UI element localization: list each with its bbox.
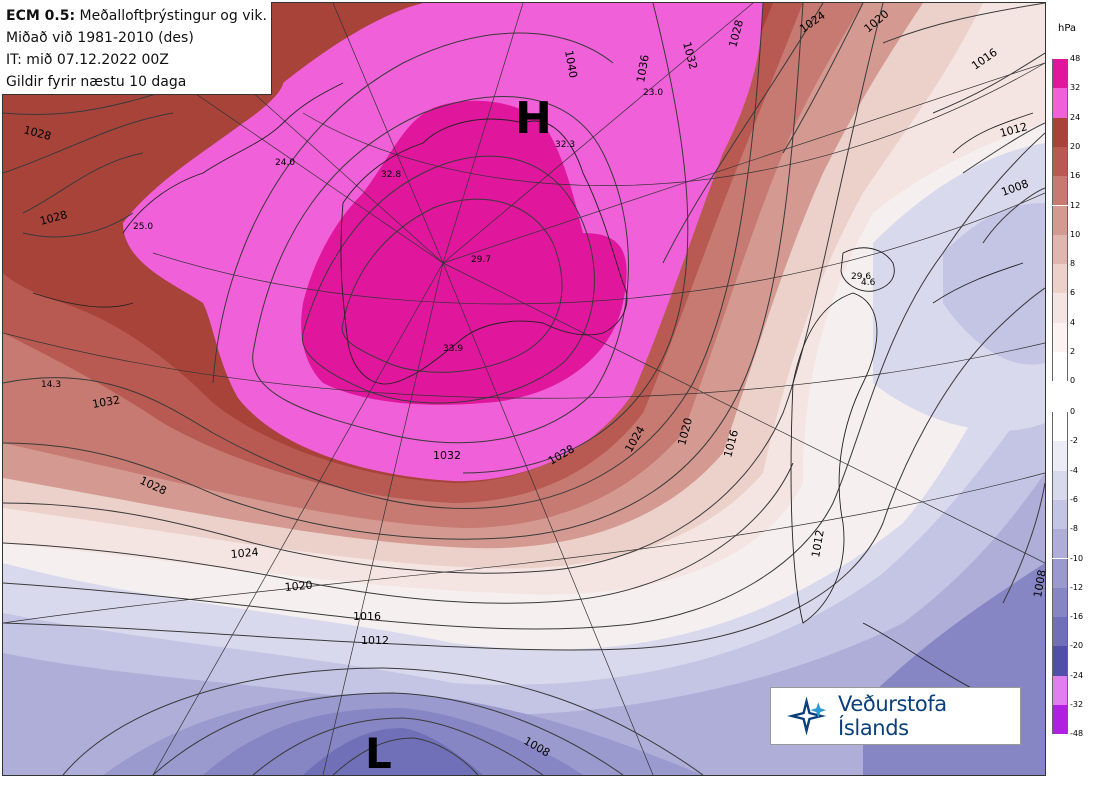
map-title: ECM 0.5: Meðalloftþrýstingur og vik. bbox=[6, 5, 271, 27]
value-label: 24.0 bbox=[275, 158, 295, 168]
scale-tick-label: -20 bbox=[1070, 641, 1084, 651]
scale-swatch bbox=[1052, 705, 1068, 735]
scale-tick-label: 24 bbox=[1070, 112, 1081, 122]
isobar-label: 1012 bbox=[809, 529, 827, 559]
scale-tick-label: 4 bbox=[1070, 317, 1076, 327]
scale-swatch bbox=[1052, 587, 1068, 618]
scale-swatch bbox=[1052, 499, 1068, 530]
scale-tick-label: 8 bbox=[1070, 259, 1076, 269]
value-label: 32.3 bbox=[555, 140, 575, 150]
logo-text: Veðurstofa Íslands bbox=[838, 692, 947, 740]
scale-tick-label: 10 bbox=[1070, 229, 1081, 239]
scale-swatch bbox=[1052, 293, 1068, 323]
scale-swatch bbox=[1052, 470, 1068, 500]
scale-swatch bbox=[1052, 441, 1068, 471]
greenland-coast bbox=[340, 118, 628, 385]
scale-swatch bbox=[1052, 675, 1068, 705]
scale-swatch bbox=[1052, 617, 1068, 647]
scale-tick-label: -4 bbox=[1070, 465, 1078, 475]
isobar-label: 1012 bbox=[361, 634, 389, 647]
scale-swatch bbox=[1052, 88, 1068, 118]
scandinavia-coast bbox=[790, 292, 878, 624]
scale-swatch bbox=[1052, 117, 1068, 147]
scale-swatch bbox=[1052, 412, 1068, 442]
scale-tick-label: -8 bbox=[1070, 524, 1078, 534]
scale-tick-label: 48 bbox=[1070, 54, 1081, 63]
scale-tick-label: 0 bbox=[1070, 376, 1076, 386]
scale-tick-label: -10 bbox=[1070, 553, 1084, 563]
scale-swatch bbox=[1052, 205, 1068, 235]
scale-tick-label: -24 bbox=[1070, 670, 1084, 680]
isobar-label: 1016 bbox=[353, 610, 381, 623]
scale-tick-label: 16 bbox=[1070, 171, 1081, 181]
model-label: ECM 0.5: bbox=[6, 8, 76, 24]
scale-tick-label: 6 bbox=[1070, 288, 1076, 298]
iceland-coast bbox=[840, 247, 895, 292]
value-label: 14.3 bbox=[41, 380, 61, 390]
scale-swatch bbox=[1052, 59, 1068, 89]
value-label: 23.0 bbox=[643, 88, 663, 98]
scale-tick-label: -48 bbox=[1070, 729, 1084, 739]
isobar-label: 1008 bbox=[1031, 569, 1045, 599]
value-label: 32.8 bbox=[381, 170, 401, 180]
vedurstofa-logo: Veðurstofa Íslands bbox=[770, 687, 1021, 745]
high-pressure-center: H bbox=[515, 93, 552, 144]
value-label: 4.6 bbox=[861, 278, 876, 288]
scale-swatch bbox=[1052, 529, 1068, 559]
scale-swatch bbox=[1052, 264, 1068, 294]
value-label: 25.0 bbox=[133, 222, 153, 232]
scale-tick-label: -32 bbox=[1070, 700, 1084, 709]
scale-tick-label: 0 bbox=[1070, 407, 1076, 416]
value-label: 33.9 bbox=[443, 344, 463, 354]
isobar-label: 1036 bbox=[634, 54, 652, 84]
scale-swatch bbox=[1052, 234, 1068, 265]
map-info-box: ECM 0.5: Meðalloftþrýstingur og vik. Mið… bbox=[2, 2, 272, 95]
climatology-line: Miðað við 1981-2010 (des) bbox=[6, 30, 194, 46]
scale-swatch bbox=[1052, 322, 1068, 352]
scale-tick-label: 32 bbox=[1070, 83, 1081, 93]
scale-tick-label: 20 bbox=[1070, 141, 1081, 151]
anomaly-color-scale: hPa 48 32 24 20 16 12 10 8 6 4 2 0 0 -2 -4 -6 -8 -10 -12 -1… bbox=[1046, 16, 1095, 746]
anomaly-value-labels: 24.0 25.0 32.8 23.0 32.3 29.7 33.9 14.3 … bbox=[41, 88, 876, 390]
canada-coast bbox=[122, 82, 344, 234]
value-label: 29.7 bbox=[471, 255, 491, 265]
isobar-label: 1020 bbox=[284, 579, 313, 594]
scale-tick-label: -12 bbox=[1070, 582, 1084, 592]
low-pressure-center: L bbox=[365, 729, 392, 775]
scale-tick-label: 2 bbox=[1070, 347, 1076, 356]
scale-swatch bbox=[1052, 146, 1068, 177]
scale-tick-label: -6 bbox=[1070, 494, 1078, 504]
weather-map: H L 1024 1020 1028 1040 1036 1032 1028 1… bbox=[2, 2, 1046, 776]
scale-tick-label: -16 bbox=[1070, 612, 1084, 622]
value-label: 29.6 bbox=[851, 272, 871, 282]
isobar-label: 1040 bbox=[562, 49, 580, 79]
validity-line: Gildir fyrir næstu 10 daga bbox=[6, 74, 187, 90]
scale-swatch bbox=[1052, 558, 1068, 588]
scale-swatch bbox=[1052, 352, 1068, 382]
vedurstofa-star-icon bbox=[786, 696, 827, 736]
init-time-line: IT: mið 07.12.2022 00Z bbox=[6, 52, 169, 68]
isobar-label: 1032 bbox=[91, 393, 121, 411]
title-text: Meðalloftþrýstingur og vik. bbox=[79, 8, 267, 24]
isobar-label: 1032 bbox=[433, 449, 461, 462]
scale-swatch bbox=[1052, 176, 1068, 206]
scale-tick-label: -2 bbox=[1070, 436, 1078, 446]
isobar-label: 1024 bbox=[230, 546, 259, 561]
scale-tick-label: 12 bbox=[1070, 200, 1081, 210]
scale-unit: hPa bbox=[1058, 23, 1077, 34]
scale-swatch bbox=[1052, 646, 1068, 676]
